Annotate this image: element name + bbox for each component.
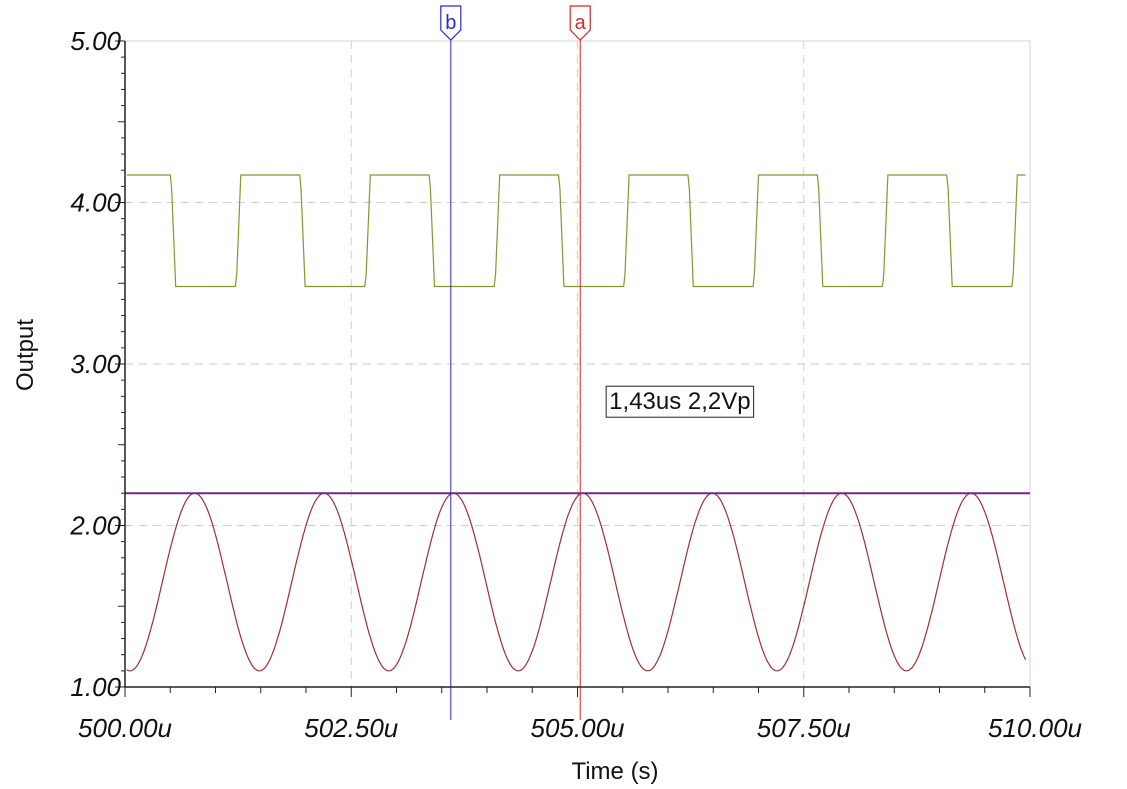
x-tick-label: 502.50u bbox=[304, 713, 398, 743]
axes bbox=[115, 40, 1031, 697]
cursor-a-label: a bbox=[575, 12, 587, 34]
series-layer bbox=[125, 174, 1030, 672]
x-axis-title: Time (s) bbox=[571, 758, 658, 785]
x-tick-label: 507.50u bbox=[757, 713, 851, 743]
x-tick-label: 510.00u bbox=[988, 713, 1082, 743]
annotation-layer: 1,43us 2,2Vp bbox=[605, 385, 755, 418]
labels: 1.00 2.00 3.00 4.00 5.00 500.00u 502.50u 505.00… bbox=[69, 26, 1082, 743]
y-tick-label: 1.00 bbox=[70, 672, 121, 702]
y-axis-title: Output bbox=[12, 319, 39, 391]
cursor-a-marker[interactable] bbox=[569, 5, 591, 41]
cursor-b-marker[interactable] bbox=[440, 5, 462, 41]
y-tick-label: 4.00 bbox=[70, 188, 121, 218]
x-tick-label: 500.00u bbox=[78, 713, 172, 743]
square-wave-line bbox=[126, 174, 1026, 288]
annotation-box bbox=[605, 385, 755, 418]
cursor-b-label: b bbox=[445, 12, 456, 34]
annotation-text: 1,43us 2,2Vp bbox=[609, 388, 750, 415]
y-tick-label: 5.00 bbox=[70, 26, 121, 56]
y-tick-label: 3.00 bbox=[70, 349, 121, 379]
sine-wave-line bbox=[126, 492, 1027, 672]
y-tick-label: 2.00 bbox=[69, 511, 121, 541]
x-tick-label: 505.00u bbox=[531, 713, 625, 743]
